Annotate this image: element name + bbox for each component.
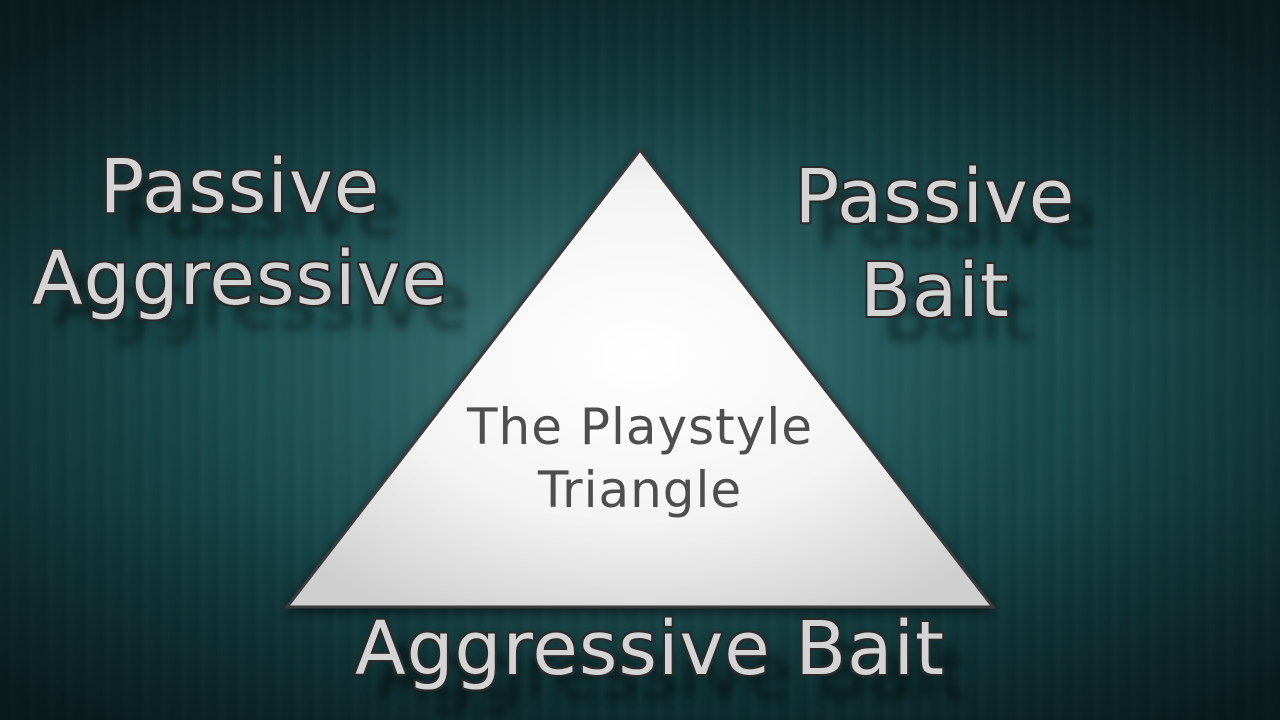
label-passive-aggressive-line1: Passive xyxy=(99,144,381,230)
label-passive-bait-line1: Passive xyxy=(794,154,1076,240)
label-passive-aggressive-line2: Aggressive xyxy=(32,236,448,322)
label-passive-aggressive: Passive Aggressive xyxy=(10,150,470,316)
label-aggressive-bait-text: Aggressive Bait xyxy=(354,606,946,692)
label-passive-bait-line2: Bait xyxy=(860,248,1010,334)
triangle-shape xyxy=(283,147,997,609)
diagram-title: The Playstyle Triangle xyxy=(440,396,840,521)
diagram-title-line1: The Playstyle xyxy=(466,398,814,456)
diagram-title-line2: Triangle xyxy=(537,460,743,519)
label-passive-bait: Passive Bait xyxy=(760,160,1110,328)
label-aggressive-bait: Aggressive Bait xyxy=(300,612,1000,686)
